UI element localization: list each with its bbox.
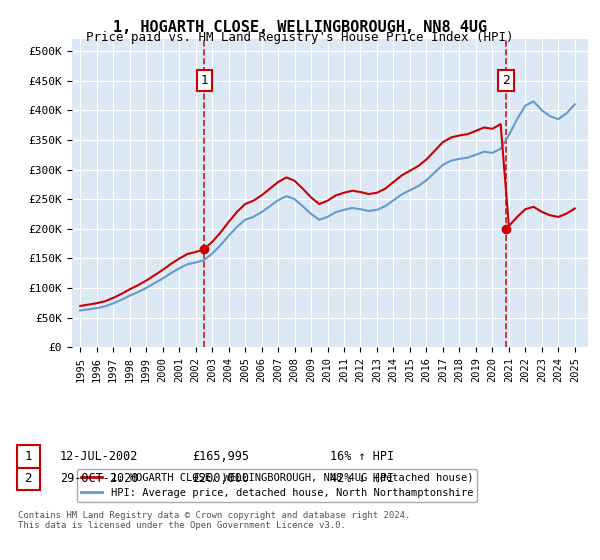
Text: 2: 2 bbox=[502, 74, 510, 87]
Text: 42% ↓ HPI: 42% ↓ HPI bbox=[330, 472, 394, 486]
Text: 2: 2 bbox=[25, 472, 32, 486]
Text: £200,000: £200,000 bbox=[192, 472, 249, 486]
Text: Contains HM Land Registry data © Crown copyright and database right 2024.
This d: Contains HM Land Registry data © Crown c… bbox=[18, 511, 410, 530]
Text: 1: 1 bbox=[25, 450, 32, 463]
Text: 29-OCT-2020: 29-OCT-2020 bbox=[60, 472, 139, 486]
FancyBboxPatch shape bbox=[17, 468, 40, 490]
Text: 16% ↑ HPI: 16% ↑ HPI bbox=[330, 450, 394, 463]
FancyBboxPatch shape bbox=[17, 445, 40, 468]
Text: 12-JUL-2002: 12-JUL-2002 bbox=[60, 450, 139, 463]
Text: 1: 1 bbox=[200, 74, 208, 87]
Text: 1, HOGARTH CLOSE, WELLINGBOROUGH, NN8 4UG: 1, HOGARTH CLOSE, WELLINGBOROUGH, NN8 4U… bbox=[113, 20, 487, 35]
Text: Price paid vs. HM Land Registry's House Price Index (HPI): Price paid vs. HM Land Registry's House … bbox=[86, 31, 514, 44]
Text: £165,995: £165,995 bbox=[192, 450, 249, 463]
Legend: 1, HOGARTH CLOSE, WELLINGBOROUGH, NN8 4UG (detached house), HPI: Average price, : 1, HOGARTH CLOSE, WELLINGBOROUGH, NN8 4U… bbox=[77, 469, 477, 502]
